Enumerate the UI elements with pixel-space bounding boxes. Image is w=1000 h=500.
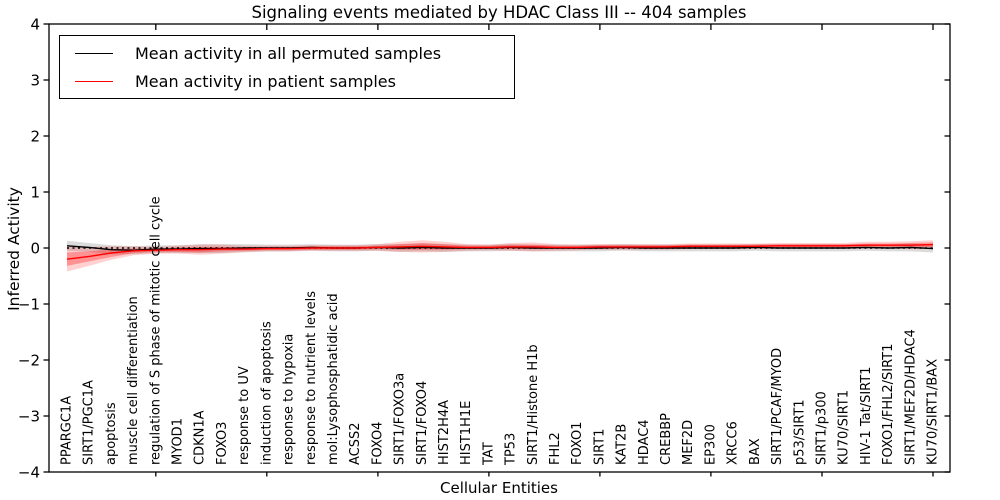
x-tick-label: FOXO1/FHL2/SIRT1 — [881, 344, 896, 465]
y-tick-label: 4 — [30, 16, 40, 34]
x-tick-label: p53/SIRT1 — [792, 399, 807, 465]
x-tick-label: HIST1H1E — [459, 401, 474, 465]
x-tick-label: SIRT1/PGC1A — [82, 380, 97, 465]
x-tick-label: MYOD1 — [171, 418, 186, 465]
x-tick-label: XRCC6 — [726, 421, 741, 465]
x-tick-label: TP53 — [504, 433, 519, 466]
x-tick-label: apoptosis — [104, 402, 119, 465]
legend-label: Mean activity in patient samples — [135, 71, 396, 91]
x-tick-label: KU70/SIRT1 — [837, 390, 852, 465]
x-tick-label: SIRT1/FOXO3a — [393, 373, 408, 465]
x-tick-label: FHL2 — [548, 432, 563, 465]
x-axis-label: Cellular Entities — [440, 479, 558, 497]
y-tick-label: 2 — [30, 128, 40, 146]
x-tick-label: response to UV — [237, 366, 252, 465]
y-tick-label: −2 — [18, 352, 40, 370]
y-tick-label: 0 — [30, 240, 40, 258]
x-tick-label: HIST2H4A — [437, 400, 452, 465]
x-tick-label: CREBBP — [659, 413, 674, 465]
y-tick-label: −1 — [18, 296, 40, 314]
y-tick-label: 3 — [30, 72, 40, 90]
y-tick-label: −3 — [18, 408, 40, 426]
x-tick-label: response to nutrient levels — [304, 291, 319, 465]
x-tick-label: KAT2B — [615, 424, 630, 465]
x-tick-label: SIRT1/MEF2D/HDAC4 — [903, 329, 918, 465]
x-tick-label: muscle cell differentiation — [126, 296, 141, 465]
y-axis-label: Inferred Activity — [5, 187, 23, 311]
x-tick-label: regulation of S phase of mitotic cell cy… — [148, 196, 163, 465]
legend-line-sample-black — [75, 52, 113, 54]
x-tick-label: SIRT1/Histone H1b — [526, 344, 541, 465]
x-tick-label: ACSS2 — [348, 422, 363, 465]
x-tick-label: FOXO4 — [370, 422, 385, 465]
patient-mean-line — [66, 243, 934, 260]
x-tick-label: KU70/SIRT1/BAX — [926, 359, 941, 465]
x-tick-label: SIRT1 — [592, 429, 607, 465]
y-tick-label: −4 — [18, 464, 40, 482]
legend-line-sample-red — [75, 80, 113, 82]
x-tick-label: TAT — [481, 442, 496, 466]
x-tick-label: MEF2D — [681, 420, 696, 465]
legend-label: Mean activity in all permuted samples — [135, 43, 442, 63]
x-tick-label: response to hypoxia — [282, 334, 297, 465]
x-tick-label: EP300 — [703, 424, 718, 465]
x-tick-label: HDAC4 — [637, 419, 652, 465]
chart-title: Signaling events mediated by HDAC Class … — [251, 3, 747, 22]
x-tick-label: induction of apoptosis — [259, 321, 274, 465]
legend-item-patient: Mean activity in patient samples — [60, 68, 514, 94]
x-tick-label: FOXO3 — [215, 422, 230, 465]
x-tick-label: SIRT1/FOXO4 — [415, 381, 430, 465]
x-tick-label: PPARGC1A — [60, 396, 75, 465]
legend-item-permuted: Mean activity in all permuted samples — [60, 40, 514, 66]
x-tick-label: BAX — [748, 438, 763, 465]
x-tick-label: FOXO1 — [570, 422, 585, 465]
x-tick-label: mol:Lysophosphatidic acid — [326, 293, 341, 465]
x-tick-label: HIV-1 Tat/SIRT1 — [859, 367, 874, 465]
y-tick-label: 1 — [30, 184, 40, 202]
legend: Mean activity in all permuted samples Me… — [59, 35, 515, 99]
x-tick-label: SIRT1/PCAF/MYOD — [770, 348, 785, 465]
x-tick-label: CDKN1A — [193, 410, 208, 465]
x-tick-label: SIRT1/p300 — [815, 391, 830, 465]
